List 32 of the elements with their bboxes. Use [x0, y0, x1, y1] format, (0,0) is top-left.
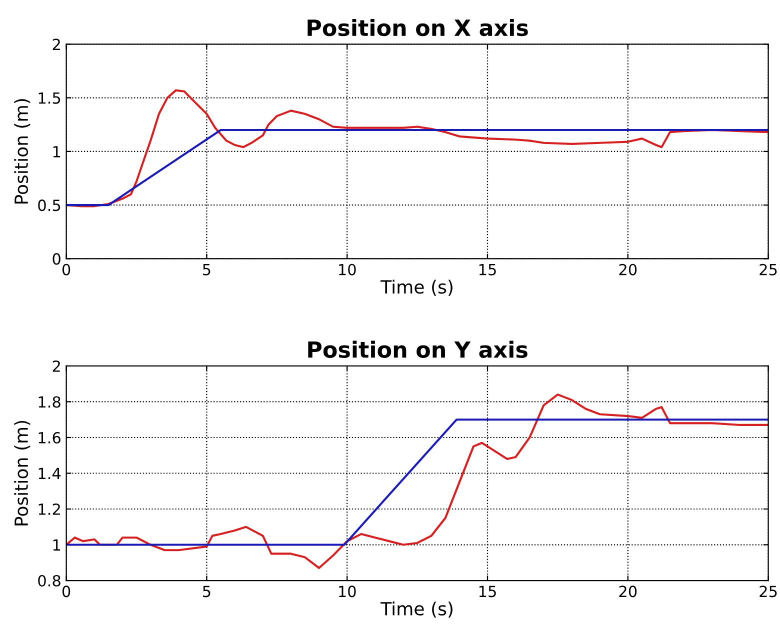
y-tick-label: 1.6 [38, 432, 60, 444]
y-tick-label: 0 [52, 253, 60, 265]
x-tick-label: 20 [619, 586, 637, 598]
x-tick-label: 5 [203, 586, 210, 598]
x-tick-label: 0 [62, 586, 70, 598]
line-series [66, 394, 768, 570]
line-series [66, 89, 768, 208]
y-tick-label: 0.8 [38, 574, 60, 587]
y-tick-label: 0.5 [38, 200, 60, 212]
x-tick-label: 15 [479, 264, 496, 276]
x-tick-label: 20 [619, 264, 637, 276]
x-tick-label: 5 [203, 264, 210, 276]
y-tick-label: 2 [52, 38, 60, 50]
y-tick-label: 1.2 [38, 503, 60, 515]
x-tick-label: 15 [479, 586, 496, 598]
y-tick-label: 1.5 [38, 92, 60, 104]
x-tick-label: 25 [760, 586, 777, 598]
y-tick-label: 1.8 [38, 396, 60, 408]
x-tick-label: 10 [339, 586, 356, 598]
y-tick-label: 2 [52, 360, 60, 372]
x-axis-title: Time (s) [380, 280, 452, 296]
y-tick-label: 1 [53, 539, 60, 551]
y-tick-label: 1 [53, 146, 60, 158]
y-tick-label: 1.4 [38, 468, 61, 480]
x-tick-label: 0 [62, 264, 70, 276]
y-axis-title: Position (m) [14, 420, 30, 526]
y-axis-title: Position (m) [14, 99, 30, 204]
chart-title: Position on Y axis [308, 340, 528, 358]
x-axis-title: Time (s) [380, 602, 452, 618]
x-tick-label: 25 [760, 264, 777, 276]
chart-title: Position on X axis [308, 18, 528, 36]
x-tick-label: 10 [339, 264, 356, 276]
